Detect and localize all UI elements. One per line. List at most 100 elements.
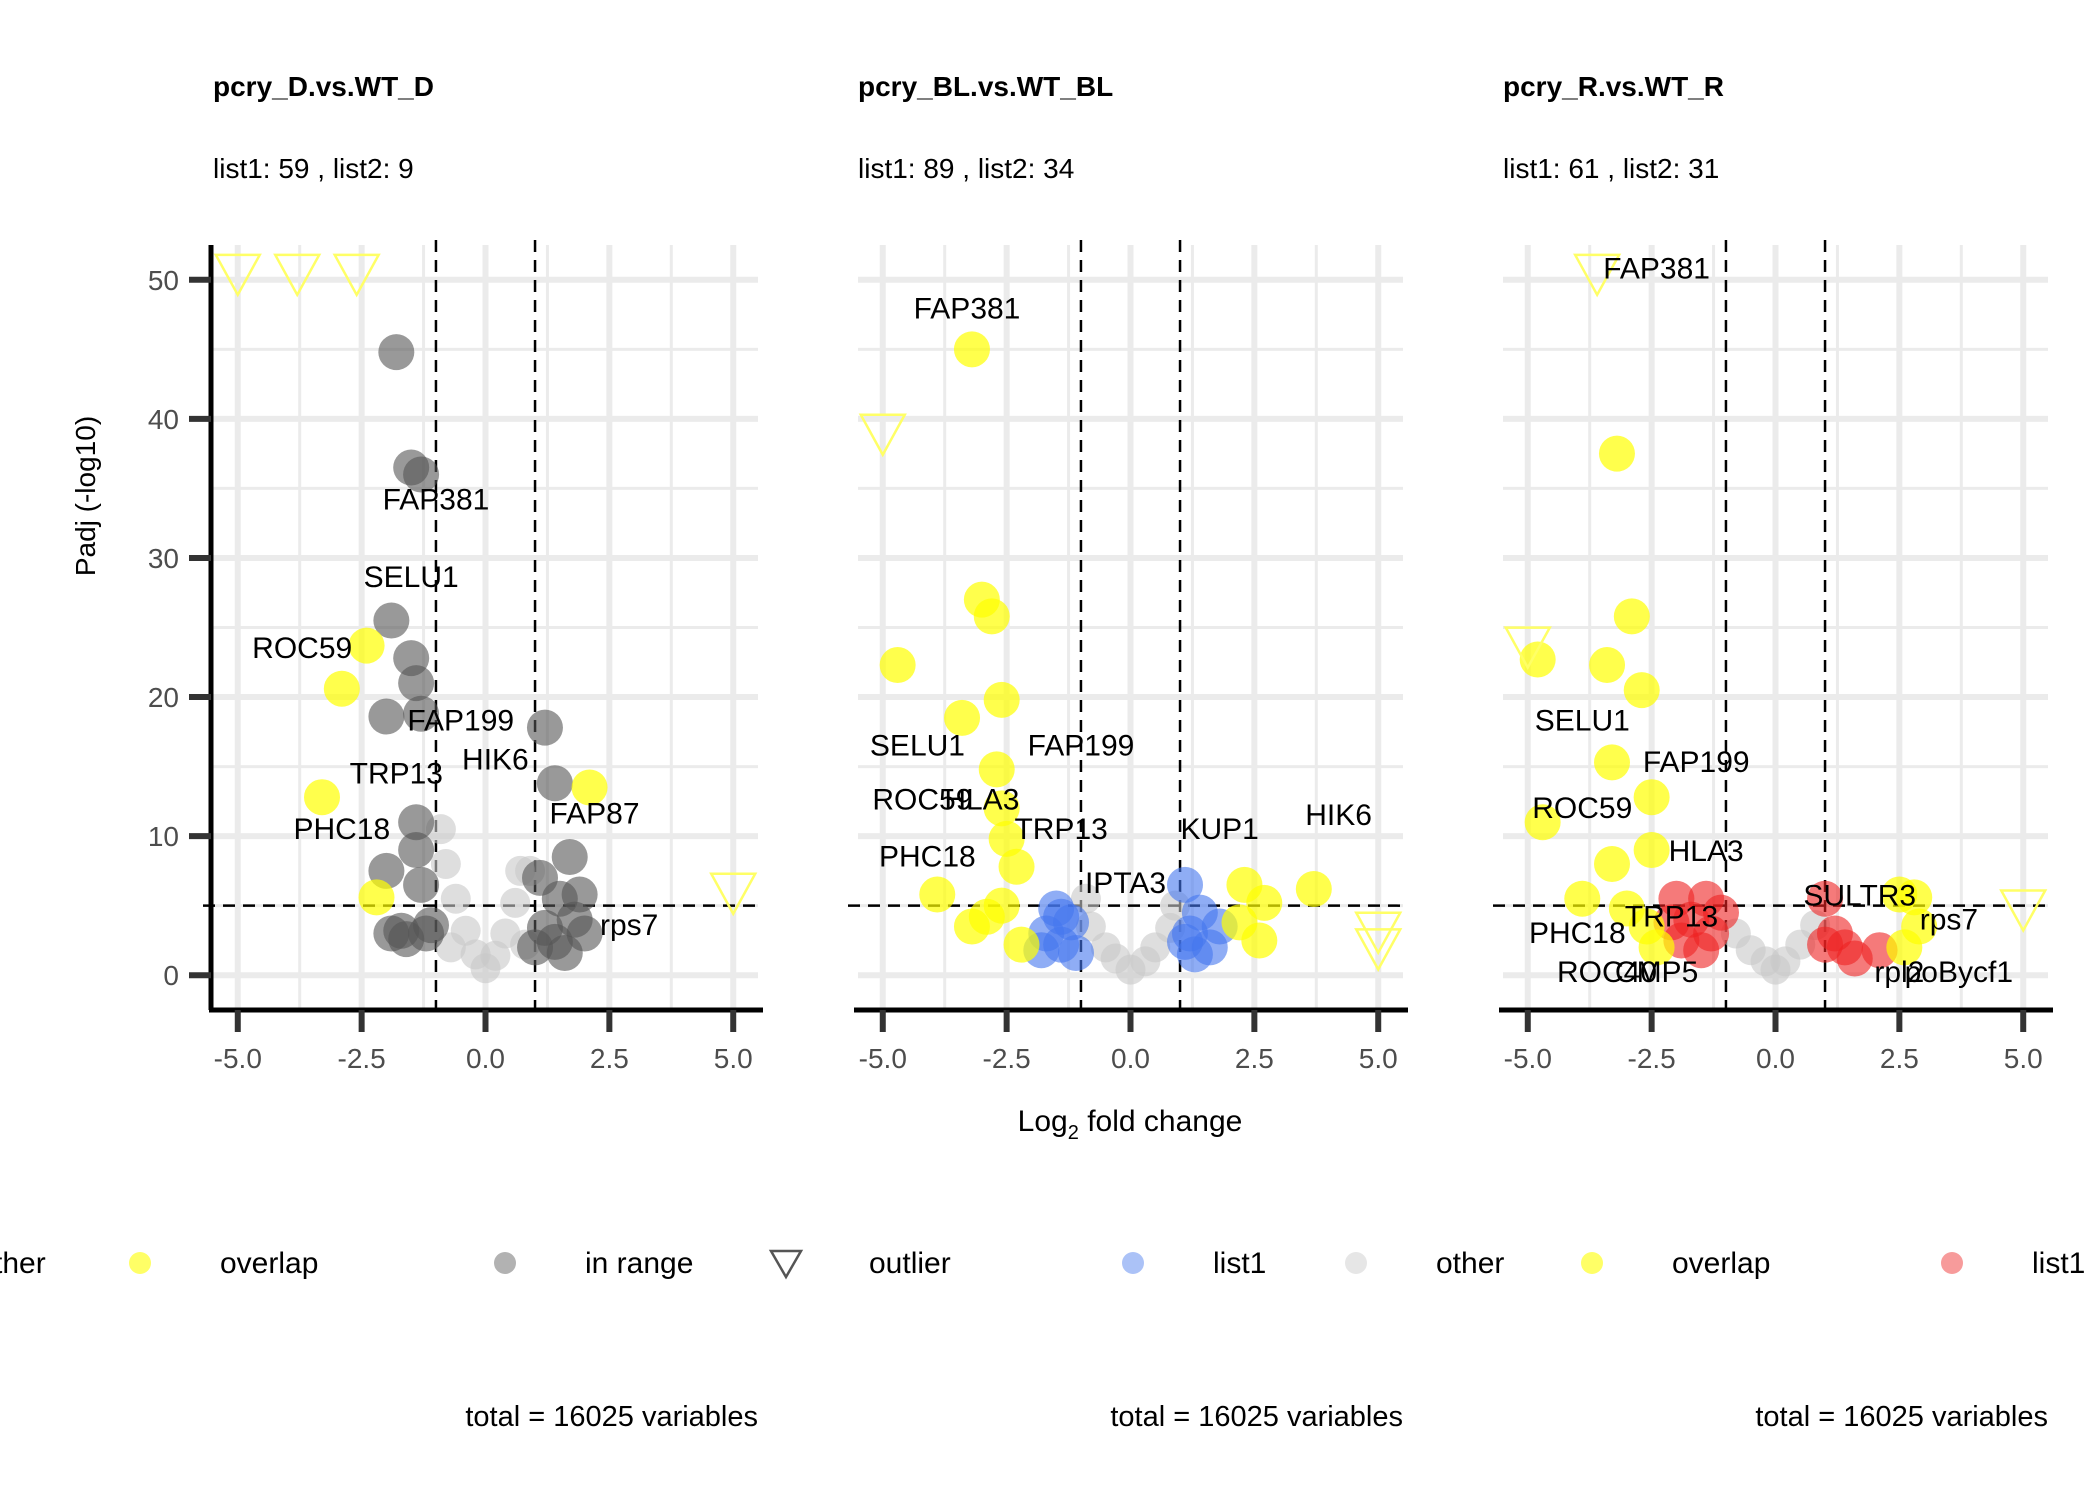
legend-label: outlier (869, 1247, 951, 1280)
data-point-in-range (551, 839, 588, 875)
x-tick-label: 2.5 (1880, 1043, 1919, 1074)
data-point-list1-blue (1043, 898, 1080, 935)
point-label: SELU1 (870, 729, 965, 762)
x-tick-label: 5.0 (714, 1043, 753, 1074)
data-point-overlap (1623, 672, 1660, 709)
gridlines (213, 245, 758, 1010)
point-label: rps7 (1920, 903, 1978, 936)
panel-3: pcry_R.vs.WT_R list1: 61 , list2: 31 FAP38… (1493, 71, 2053, 1433)
data-point-in-range (546, 934, 583, 971)
panel-caption: total = 16025 variables (1755, 1401, 2048, 1433)
data-point-overlap (1524, 804, 1561, 841)
data-point-overlap (348, 627, 385, 664)
legend-key-circle (129, 1252, 151, 1274)
outlier-triangle (273, 253, 322, 298)
data-point-overlap (1003, 926, 1040, 963)
data-point-overlap (983, 681, 1020, 718)
data-point-in-range (526, 709, 563, 746)
legend-label: in range (585, 1247, 693, 1280)
point-label: FAP199 (407, 704, 514, 737)
x-axis-title-main: Log (1018, 1105, 1068, 1138)
legend-key-circle (1122, 1252, 1144, 1274)
legend: ther overlap in range outlier list1 other over… (0, 1247, 2085, 1280)
panel-subtitle: list1: 59 , list2: 9 (213, 153, 414, 184)
point-label: ROC59 (872, 784, 972, 817)
legend-item-5: list1 (1122, 1247, 1266, 1280)
panel-title: pcry_D.vs.WT_D (213, 71, 434, 102)
legend-label: other (1436, 1247, 1504, 1280)
legend-label: list1 (2032, 1247, 2085, 1280)
data-point-list1-red (1703, 894, 1739, 931)
data-point-overlap (998, 848, 1035, 885)
point-label: rps7 (600, 909, 658, 942)
legend-label: overlap (1672, 1247, 1770, 1280)
data-point-overlap (1519, 641, 1556, 678)
data-point-list1-blue (1167, 866, 1203, 903)
panel-subtitle: list1: 89 , list2: 34 (858, 153, 1074, 184)
data-point-in-range (413, 907, 449, 944)
data-point-overlap (1638, 929, 1675, 966)
data-point-other (440, 883, 471, 914)
data-point-overlap (978, 751, 1015, 788)
x-tick-label: -5.0 (214, 1043, 262, 1074)
point-label: TRP13 (1014, 813, 1107, 846)
data-point-overlap (1221, 904, 1258, 941)
panel-title: pcry_BL.vs.WT_BL (858, 71, 1113, 102)
outlier-triangle (1573, 253, 1622, 298)
data-point-list1-red (1683, 932, 1720, 969)
data-point-list1-blue (1058, 934, 1094, 971)
data-point-in-range (398, 665, 435, 702)
outlier-triangle (1354, 928, 1403, 973)
point-label: HLA3 (1669, 835, 1744, 868)
legend-item-1: ther (0, 1247, 46, 1280)
data-point-overlap (919, 876, 956, 913)
data-point-list1-red (1807, 880, 1844, 917)
y-axis-title: Padj (-log10) (70, 416, 101, 576)
x-tick-label: -5.0 (1504, 1043, 1552, 1074)
y-tick-label: 10 (148, 821, 179, 852)
x-tick-label: 0.0 (466, 1043, 505, 1074)
data-point-overlap (304, 779, 340, 816)
data-point-other (430, 848, 461, 879)
legend-item-4: outlier (768, 1247, 951, 1280)
data-point-overlap (1295, 870, 1332, 907)
x-axis-title-rest: fold change (1079, 1105, 1242, 1138)
data-point-in-range (403, 695, 440, 732)
y-tick-label: 0 (163, 960, 179, 991)
legend-key-circle (1581, 1252, 1603, 1274)
data-point-overlap (1633, 779, 1670, 816)
point-label: ROC59 (1532, 792, 1632, 825)
data-point-overlap (983, 887, 1020, 924)
legend-item-6: other (1345, 1247, 1504, 1280)
data-point-overlap (1633, 832, 1670, 869)
data-point-overlap (323, 670, 360, 707)
point-label: CMP5 (1615, 956, 1698, 989)
data-point-list1-red (1807, 926, 1844, 963)
data-point-in-range (403, 456, 440, 493)
y-tick-label: 30 (148, 543, 179, 574)
legend-label: overlap (220, 1247, 318, 1280)
point-label: TRP13 (1625, 901, 1718, 934)
point-label: FAP87 (549, 798, 639, 831)
point-label: PHC18 (293, 813, 390, 846)
point-label: TRP13 (350, 757, 443, 790)
data-point-overlap (1594, 744, 1630, 781)
point-label: SULTR3 (1803, 880, 1916, 913)
data-point-in-range (517, 929, 554, 966)
legend-key-circle (494, 1252, 516, 1274)
panel-2: pcry_BL.vs.WT_BL list1: 89 , list2: 34 FAP… (848, 71, 1408, 1433)
x-axis-title-subscript: 2 (1068, 1122, 1079, 1144)
point-label: IPTA3 (1085, 867, 1166, 900)
y-tick-label: 40 (148, 404, 179, 435)
x-tick-label: -2.5 (1628, 1043, 1676, 1074)
data-point-in-range (368, 698, 405, 735)
x-tick-label: 5.0 (2004, 1043, 2043, 1074)
data-point-overlap (1598, 435, 1635, 472)
data-point-overlap (973, 598, 1010, 635)
legend-item-7: overlap (1581, 1247, 1770, 1280)
outlier-triangle (709, 872, 758, 917)
legend-label: list1 (1213, 1247, 1266, 1280)
data-point-in-range (403, 866, 440, 903)
panel-title: pcry_R.vs.WT_R (1503, 71, 1724, 102)
